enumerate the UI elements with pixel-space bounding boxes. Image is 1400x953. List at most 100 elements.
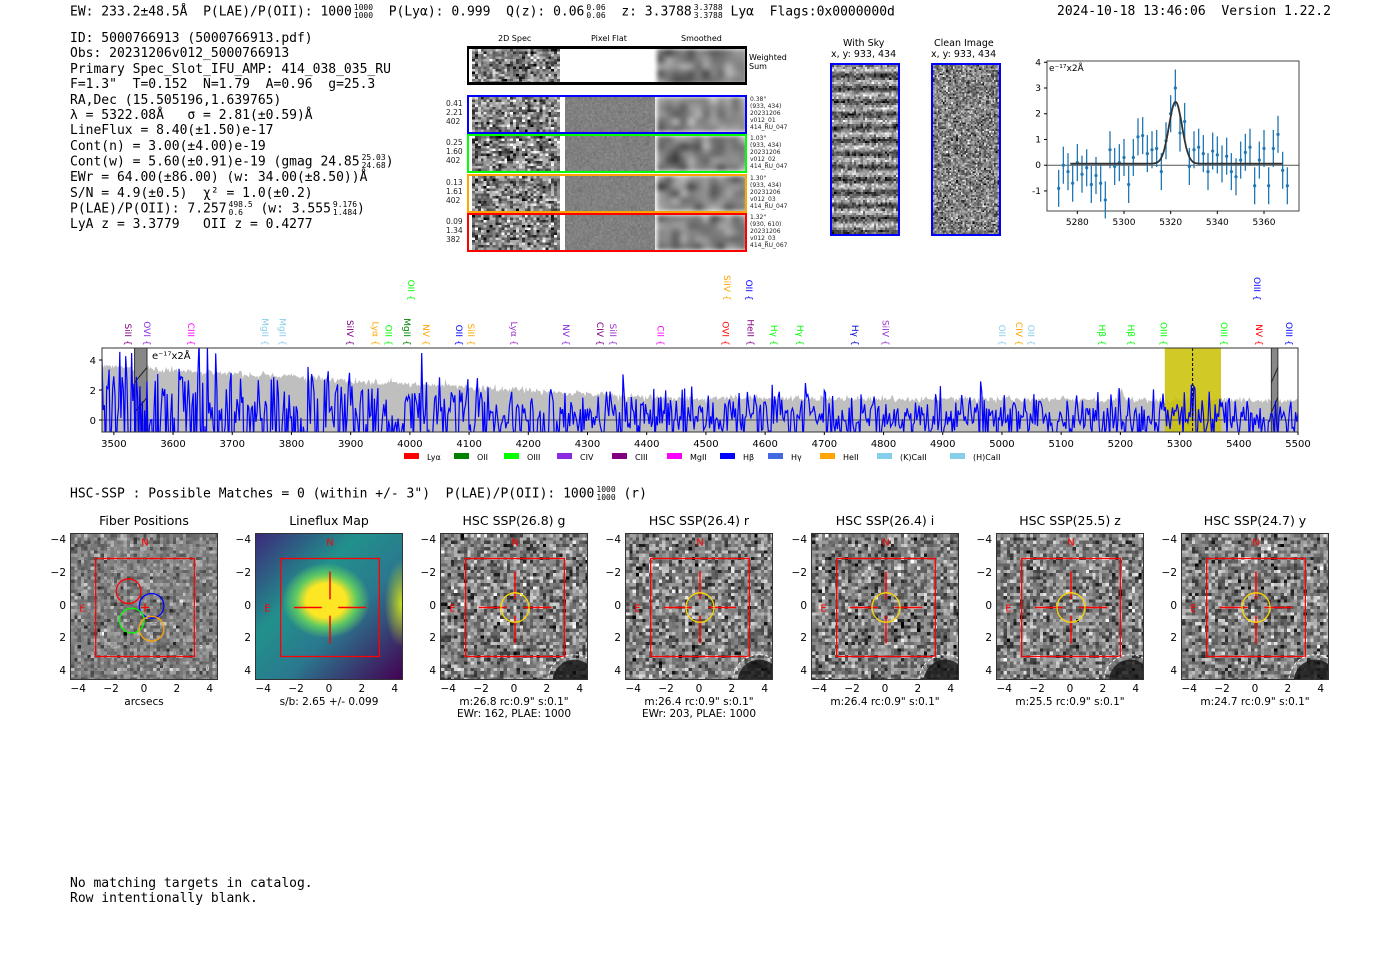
x-tick-label: 4100 — [456, 439, 481, 450]
info-id: ID: 5000766913 (5000766913.pdf) — [70, 31, 313, 46]
y-tick-label: 0 — [59, 599, 66, 612]
data-point — [1085, 166, 1089, 170]
fiber-row-stats: 0.09 1.34 382 — [446, 216, 463, 244]
legend-label: Hγ — [791, 453, 802, 462]
fiber-circle — [109, 566, 135, 592]
north-label: N — [326, 537, 333, 548]
line-id-brace: { — [849, 340, 859, 346]
x-tick-label: −2 — [288, 683, 304, 695]
data-point — [1187, 164, 1191, 169]
fiber-circle — [77, 623, 103, 648]
fiber-circle — [131, 641, 156, 667]
line-id-label: NV — [420, 324, 430, 338]
aperture-ellipse — [1056, 592, 1086, 623]
data-point — [1150, 148, 1154, 152]
line-id-brace: { — [721, 295, 731, 301]
data-point — [1234, 175, 1238, 179]
x-tick-label: 2 — [1284, 683, 1292, 695]
fiber-row-info: 1.03" (933, 434) 20231206 v012_02 414_RU… — [750, 135, 788, 171]
y-tick-label: −4 — [976, 534, 992, 547]
y-tick-label: 4 — [1035, 58, 1041, 68]
with-sky-image — [830, 63, 900, 236]
x-tick-label: 3800 — [279, 439, 304, 450]
data-point — [1061, 163, 1065, 167]
line-id-label: Lyα — [370, 322, 380, 338]
cutout-title: Lineflux Map — [289, 513, 369, 528]
line-id-brace: { — [508, 340, 518, 346]
data-point — [1094, 173, 1098, 178]
plae-text: P(LAE)/P(OII): 7.257 — [70, 201, 227, 217]
contw-lo: 24.68 — [361, 161, 386, 171]
y-tick-label: -1 — [1032, 187, 1041, 197]
plae-w-end: ) — [357, 201, 365, 217]
data-point — [1276, 132, 1280, 136]
fiber-circle — [88, 641, 113, 667]
spec2d-panel: 2D Spec Pixel Flat Smoothed Weighted Sum… — [440, 30, 800, 255]
fiber-circle — [163, 548, 188, 573]
line-id-label: Hβ — [1125, 324, 1135, 337]
fiber-circle — [120, 623, 145, 648]
y-tick-label: −2 — [976, 566, 992, 579]
y-tick-label: 4 — [429, 664, 436, 677]
spectrum-units-label: e⁻¹⁷x2Å — [152, 349, 191, 362]
line-id-brace: { — [1283, 340, 1293, 346]
info-ewr: EWr = 64.00(±86.00) (w: 34.00(±8.50))Å — [70, 170, 368, 186]
east-label: E — [634, 604, 640, 615]
data-point — [1108, 148, 1112, 152]
fit-units-label: e⁻¹⁷x2Å — [1049, 62, 1085, 74]
weighted-sum-label: Weighted Sum — [749, 53, 787, 71]
aperture-box — [836, 557, 936, 658]
info-plae: P(LAE)/P(OII): 7.257 498.5 0.6 (w: 3.555 9.… — [70, 201, 394, 217]
line-id-label: MgII — [259, 318, 269, 337]
plae-hi: 498.5 — [228, 200, 253, 210]
legend-label: (H)CaII — [973, 453, 1000, 462]
line-id-label: Hβ — [1096, 324, 1106, 337]
hsc-lo: 1000 — [596, 493, 616, 502]
line-id-label: OIII — [1158, 322, 1168, 337]
line-id-label: Hγ — [849, 325, 859, 338]
x-tick-label: 4900 — [930, 439, 955, 450]
line-id-label: HeII — [744, 319, 754, 337]
y-tick-label: −2 — [50, 566, 66, 579]
fiber-circle — [206, 548, 217, 573]
data-point — [1267, 184, 1271, 188]
hsc-summary: HSC-SSP : Possible Matches = 0 (within +… — [70, 486, 647, 502]
x-tick-label: −2 — [844, 683, 860, 695]
qz-hi: 0.06 — [586, 3, 606, 12]
bright-source — [1293, 659, 1328, 679]
info-redshifts: LyA z = 3.3779 OII z = 0.4277 — [70, 217, 313, 233]
pixel-flat-image — [565, 175, 655, 211]
data-point — [1122, 155, 1126, 160]
fiber-circle — [88, 566, 113, 592]
fiber-circle — [163, 660, 188, 679]
line-id-brace: { — [277, 340, 287, 346]
x-tick-label: 4200 — [516, 439, 541, 450]
line-id-brace: { — [607, 340, 617, 346]
x-tick-label: −2 — [473, 683, 489, 695]
line-id-label: CIV — [594, 322, 604, 338]
x-tick-label: 0 — [1066, 683, 1074, 695]
x-tick-label: 2 — [543, 683, 551, 695]
data-point — [1057, 186, 1061, 190]
line-id-label: OIII — [1251, 277, 1261, 292]
info-lineflux: LineFlux = 8.40(±1.50)e-17 — [70, 123, 274, 139]
legend-label: MgII — [690, 453, 707, 462]
line-id-label: Hγ — [794, 325, 804, 338]
data-point — [1257, 158, 1261, 162]
footer-line1: No matching targets in catalog. — [70, 876, 313, 891]
legend-swatch — [768, 453, 783, 459]
aperture-box — [650, 557, 750, 658]
info-params: F=1.3" T=0.152 N=1.79 A=0.96 g=25.3 — [70, 77, 376, 93]
line-id-brace: { — [405, 295, 415, 301]
info-contn: Cont(n) = 3.00(±4.00)e-19 — [70, 138, 266, 154]
bright-source — [552, 659, 587, 679]
hsc-hi: 1000 — [596, 485, 616, 494]
bright-source — [923, 659, 958, 679]
legend-swatch — [950, 453, 965, 459]
line-id-brace: { — [420, 340, 430, 346]
info-primary: Primary Spec_Slot_IFU_AMP: 414_038_035_R… — [70, 61, 391, 77]
flux-line — [102, 348, 1298, 432]
fiber-row-stats: 0.25 1.60 402 — [446, 138, 463, 166]
data-point — [1229, 170, 1233, 174]
z-lo: 3.3788 — [693, 11, 723, 20]
